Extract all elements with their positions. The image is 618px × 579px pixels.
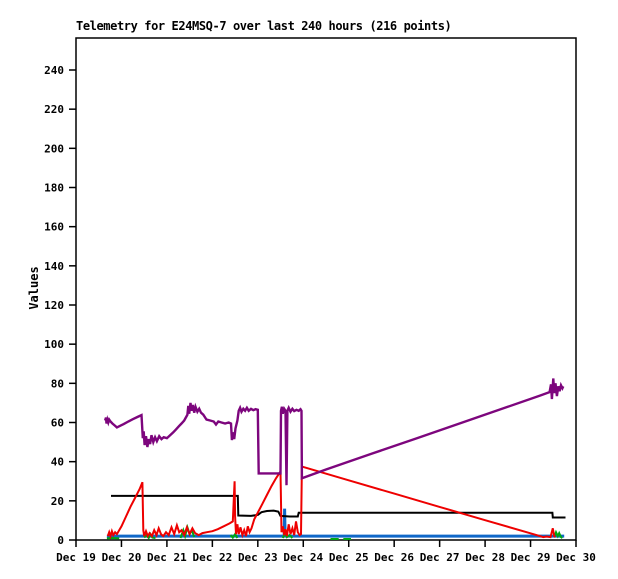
plot-border [75, 37, 577, 541]
x-tick-label: Dec 28 [465, 551, 505, 564]
y-tick-label: 80 [51, 377, 64, 390]
x-tick-label: Dec 27 [420, 551, 460, 564]
x-tick-label: Dec 25 [329, 551, 369, 564]
x-tick-label: Dec 20 [102, 551, 142, 564]
y-tick-label: 220 [44, 103, 64, 116]
y-tick-label: 0 [57, 534, 64, 547]
x-tick-label: Dec 30 [556, 551, 596, 564]
x-tick-label: Dec 21 [147, 551, 187, 564]
y-tick-label: 100 [44, 338, 64, 351]
y-tick-label: 160 [44, 221, 64, 234]
green-series [553, 529, 563, 539]
y-tick-label: 140 [44, 260, 64, 273]
y-tick-label: 200 [44, 142, 64, 155]
x-tick-label: Dec 23 [238, 551, 278, 564]
y-tick-label: 240 [44, 64, 64, 77]
y-tick-label: 180 [44, 182, 64, 195]
x-tick-label: Dec 29 [511, 551, 551, 564]
black-series [111, 494, 566, 519]
y-tick-label: 40 [51, 456, 64, 469]
green-series [143, 531, 156, 540]
x-tick-label: Dec 22 [192, 551, 232, 564]
y-tick-label: 60 [51, 417, 64, 430]
y-tick-label: 20 [51, 495, 64, 508]
x-tick-label: Dec 19 [56, 551, 96, 564]
red-series [106, 465, 557, 540]
purple-series [103, 378, 565, 486]
x-tick-label: Dec 26 [374, 551, 414, 564]
blue-series [106, 508, 565, 538]
y-tick-label: 120 [44, 299, 64, 312]
green-series [229, 532, 239, 540]
chart-title: Telemetry for E24MSQ-7 over last 240 hou… [76, 19, 452, 33]
x-tick-label: Dec 24 [283, 551, 323, 564]
